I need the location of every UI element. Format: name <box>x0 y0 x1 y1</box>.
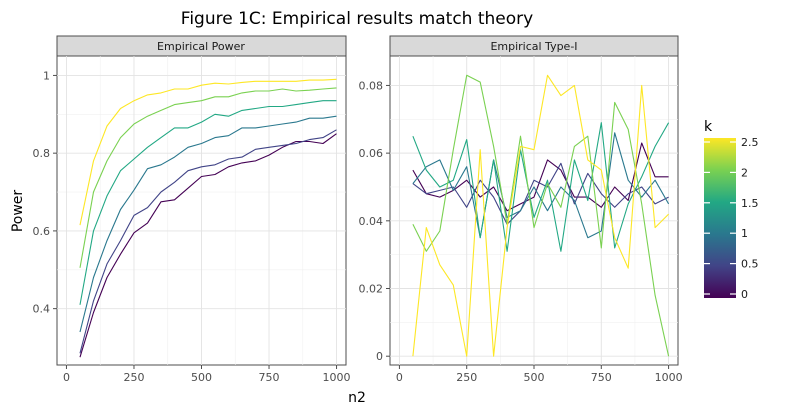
gridlines-power <box>57 56 346 365</box>
series-line-k-1-5 <box>412 122 670 252</box>
series-line-k-2-5 <box>412 74 669 357</box>
x-tick-label: 500 <box>191 371 212 384</box>
y-tick-label: 0.04 <box>359 215 384 228</box>
series-line-k-2-5 <box>79 78 337 226</box>
x-tick-label: 750 <box>259 371 280 384</box>
x-tick-label: 1000 <box>323 371 351 384</box>
x-axis-title: n2 <box>348 390 366 406</box>
series-line-k-0-5 <box>412 162 669 225</box>
axes-power: 0 250 500 750 1000 0.4 0.6 0.8 1 <box>33 69 351 384</box>
series-lines-type-i <box>412 74 670 357</box>
x-tick-label: 0 <box>63 371 70 384</box>
axes-type-i: 0 250 500 750 1000 0 0.02 0.04 0.06 0.08 <box>359 79 683 384</box>
legend-tick-label: 1.5 <box>741 197 759 210</box>
y-tick-label: 0 <box>376 350 383 363</box>
series-line-k-2 <box>412 74 670 357</box>
y-tick-label: 0.08 <box>359 79 384 92</box>
legend: k 2.5 2 1.5 1 0.5 0 <box>704 119 759 301</box>
series-line-k-0-5 <box>79 129 337 354</box>
panel-empirical-type-i: Empirical Type-I 0 250 500 750 1000 0 0.02 0.04… <box>359 35 683 384</box>
legend-tick-label: 0 <box>741 288 748 301</box>
y-axis-title: Power <box>10 190 26 233</box>
legend-colorbar <box>704 138 736 298</box>
legend-tick-label: 2 <box>741 166 748 179</box>
x-tick-label: 250 <box>456 371 477 384</box>
legend-tick-label: 0.5 <box>741 258 759 271</box>
x-tick-label: 250 <box>123 371 144 384</box>
panel-empirical-power: Empirical Power 0 250 500 750 1000 0.4 0.6 0.8 1 <box>33 35 351 384</box>
gridlines-type-i <box>390 56 678 365</box>
y-tick-label: 0.4 <box>33 303 51 316</box>
legend-title: k <box>704 119 713 135</box>
x-tick-label: 750 <box>591 371 612 384</box>
strip-label-power: Empirical Power <box>157 40 245 53</box>
series-line-k-1-5 <box>79 100 337 305</box>
x-tick-label: 500 <box>524 371 545 384</box>
y-tick-label: 1 <box>43 69 50 82</box>
y-tick-label: 0.06 <box>359 147 384 160</box>
x-tick-label: 0 <box>396 371 403 384</box>
x-tick-label: 1000 <box>655 371 683 384</box>
y-tick-label: 0.6 <box>33 225 51 238</box>
legend-ticks: 2.5 2 1.5 1 0.5 0 <box>704 136 759 301</box>
figure-title: Figure 1C: Empirical results match theor… <box>181 9 533 29</box>
y-tick-label: 0.8 <box>33 147 51 160</box>
legend-tick-label: 2.5 <box>741 136 759 149</box>
strip-label-type-i: Empirical Type-I <box>490 40 577 53</box>
legend-tick-label: 1 <box>741 227 748 240</box>
series-line-k-0 <box>412 142 669 212</box>
y-tick-label: 0.02 <box>359 283 384 296</box>
series-line-k-1 <box>79 115 337 333</box>
series-lines-power <box>79 78 337 358</box>
series-line-k-0 <box>79 133 337 358</box>
series-line-k-2 <box>79 87 337 268</box>
